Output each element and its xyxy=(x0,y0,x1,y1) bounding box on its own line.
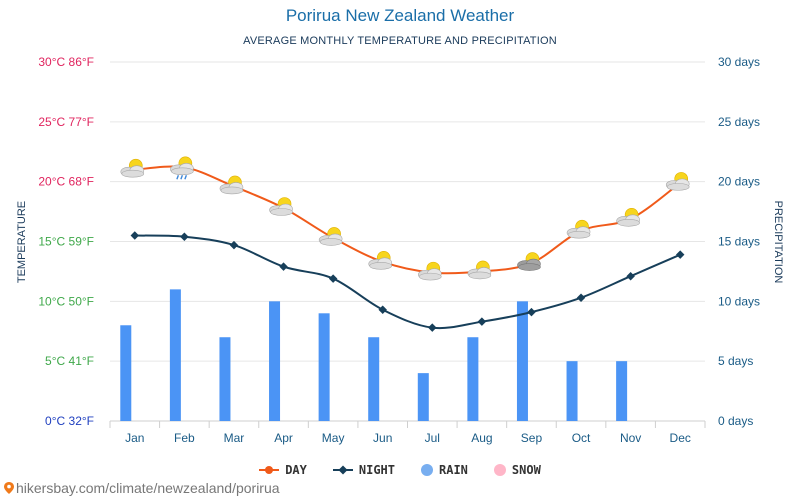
chart-subtitle: AVERAGE MONTHLY TEMPERATURE AND PRECIPIT… xyxy=(243,35,557,47)
left-tick-label: 0°C 32°F xyxy=(45,414,94,428)
source-link[interactable]: hikersbay.com/climate/newzealand/porirua xyxy=(16,480,280,496)
right-tick-label: 10 days xyxy=(718,294,760,308)
legend-snow-swatch xyxy=(493,464,506,476)
sun-cloud-icon xyxy=(318,227,343,246)
x-tick-label: Jan xyxy=(125,431,144,445)
legend-night[interactable]: NIGHT xyxy=(332,463,395,477)
night-point[interactable] xyxy=(477,317,487,326)
x-tick-label: Dec xyxy=(670,431,691,445)
night-point[interactable] xyxy=(527,307,536,317)
rain-bar[interactable] xyxy=(169,289,181,421)
sun-cloud-icon xyxy=(269,197,293,216)
left-tick-label: 15°C 59°F xyxy=(38,235,94,249)
legend-day-swatch xyxy=(259,465,280,475)
right-tick-label: 0 days xyxy=(718,414,753,428)
legend-night-swatch xyxy=(332,465,353,475)
left-tick-label: 5°C 41°F xyxy=(45,354,94,368)
sun-cloud-icon xyxy=(566,219,591,239)
night-point[interactable] xyxy=(576,293,586,302)
rain-bar[interactable] xyxy=(368,337,380,421)
rain-bar[interactable] xyxy=(616,361,628,421)
right-tick-label: 25 days xyxy=(718,115,760,129)
night-point[interactable] xyxy=(378,305,387,314)
x-tick-label: Oct xyxy=(572,431,591,445)
left-axis-title: TEMPERATURE xyxy=(16,201,28,283)
rain-bar[interactable] xyxy=(566,361,578,421)
night-point[interactable] xyxy=(180,232,189,241)
right-tick-label: 15 days xyxy=(718,235,760,249)
night-point[interactable] xyxy=(130,231,140,240)
x-tick-label: Mar xyxy=(224,431,245,445)
right-axis-title: PRECIPITATION xyxy=(772,201,784,284)
sun-cloud-icon xyxy=(417,261,442,281)
sun-cloud-icon xyxy=(665,172,690,191)
x-tick-label: Jul xyxy=(425,431,440,445)
rain-bar[interactable] xyxy=(120,325,132,421)
night-point[interactable] xyxy=(229,240,239,250)
left-tick-label: 10°C 50°F xyxy=(38,294,94,308)
sun-cloud-icon xyxy=(219,175,244,195)
night-point[interactable] xyxy=(328,274,338,283)
rain-bar[interactable] xyxy=(516,301,528,421)
legend-rain-swatch xyxy=(421,464,433,476)
night-point[interactable] xyxy=(428,323,437,332)
legend-day-label: DAY xyxy=(285,463,307,477)
right-tick-label: 20 days xyxy=(718,175,760,189)
x-tick-label: May xyxy=(322,431,345,445)
location-pin-icon xyxy=(4,482,14,494)
legend-night-label: NIGHT xyxy=(358,463,395,477)
sun-dark-cloud-icon xyxy=(517,252,541,271)
left-tick-label: 20°C 68°F xyxy=(38,175,94,189)
rain-bar[interactable] xyxy=(318,313,330,421)
x-tick-label: Jun xyxy=(373,431,392,445)
legend-rain-label: RAIN xyxy=(439,463,468,477)
x-tick-label: Aug xyxy=(471,431,492,445)
left-tick-label: 25°C 77°F xyxy=(38,115,94,129)
weather-chart: 0°C 32°F 5°C 41°F 10°C 50°F 15°C 59°F 20°C 6… xyxy=(16,55,784,445)
x-tick-label: Feb xyxy=(174,431,195,445)
x-tick-label: Apr xyxy=(274,431,293,445)
rain-bar[interactable] xyxy=(467,337,479,421)
sun-rain-icon xyxy=(170,156,194,180)
legend-snow[interactable]: SNOW xyxy=(493,463,541,477)
rain-bar[interactable] xyxy=(269,301,281,421)
legend-snow-label: SNOW xyxy=(511,463,541,477)
left-tick-label: 30°C 86°F xyxy=(38,55,94,69)
chart-title: Porirua New Zealand Weather xyxy=(285,6,515,25)
sun-cloud-icon xyxy=(616,207,640,227)
chart-legend: DAY NIGHT RAIN SNOW xyxy=(0,463,800,477)
sun-cloud-icon xyxy=(467,260,492,280)
day-line xyxy=(134,165,681,275)
sun-cloud-icon xyxy=(368,251,393,270)
right-tick-label: 5 days xyxy=(718,354,753,368)
rain-bar[interactable] xyxy=(417,373,429,421)
right-tick-label: 30 days xyxy=(718,55,760,69)
rain-bar[interactable] xyxy=(219,337,231,421)
source-footer[interactable]: hikersbay.com/climate/newzealand/porirua xyxy=(4,480,280,496)
legend-rain[interactable]: RAIN xyxy=(421,463,468,477)
night-point[interactable] xyxy=(279,262,288,271)
legend-day[interactable]: DAY xyxy=(259,463,307,477)
night-point[interactable] xyxy=(675,250,685,259)
x-tick-label: Sep xyxy=(521,431,543,445)
sun-cloud-icon xyxy=(120,158,145,178)
night-point[interactable] xyxy=(626,271,635,281)
night-line xyxy=(134,234,681,330)
x-tick-label: Nov xyxy=(620,431,641,445)
